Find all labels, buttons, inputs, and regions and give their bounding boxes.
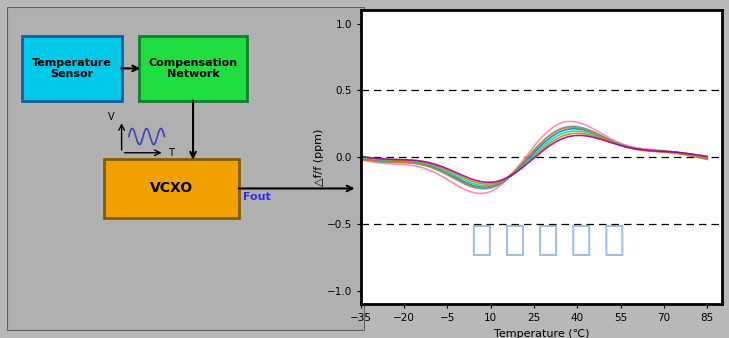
FancyBboxPatch shape (22, 36, 122, 101)
Text: 康 华 尔 电 子: 康 华 尔 电 子 (472, 222, 625, 257)
Text: Fout: Fout (243, 192, 270, 201)
Text: Compensation
Network: Compensation Network (149, 57, 238, 79)
Text: T: T (168, 148, 174, 158)
Text: VCXO: VCXO (150, 182, 193, 195)
Y-axis label: △f/f (ppm): △f/f (ppm) (313, 128, 324, 186)
FancyBboxPatch shape (7, 7, 364, 331)
FancyBboxPatch shape (104, 159, 239, 218)
Text: V: V (108, 112, 114, 122)
X-axis label: Temperature (℃): Temperature (℃) (494, 329, 589, 338)
Text: Temperature
Sensor: Temperature Sensor (32, 57, 112, 79)
FancyBboxPatch shape (139, 36, 246, 101)
